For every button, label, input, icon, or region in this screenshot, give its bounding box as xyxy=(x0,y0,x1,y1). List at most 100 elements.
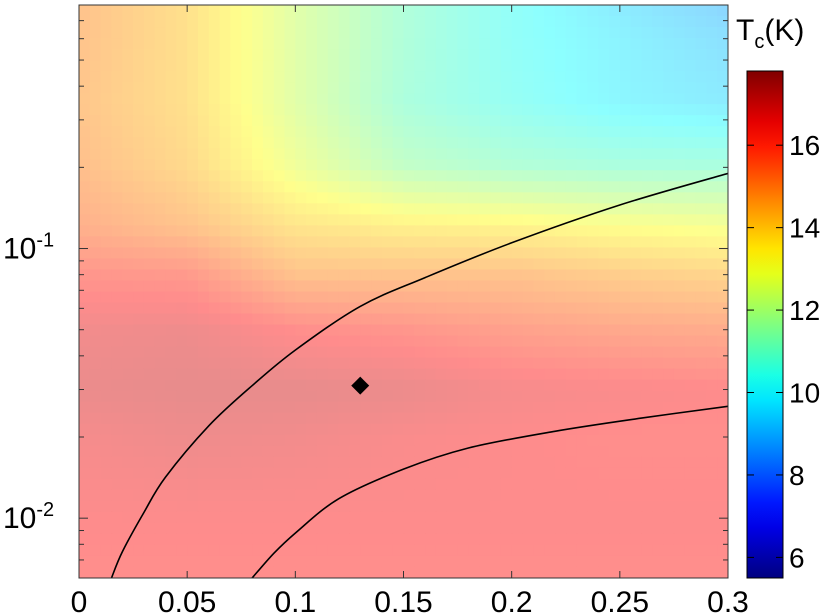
heatmap-cell xyxy=(511,313,524,326)
heatmap-cell xyxy=(273,555,286,568)
heatmap-cell xyxy=(479,489,491,502)
heatmap-cell xyxy=(479,49,491,61)
heatmap-cell xyxy=(684,49,697,61)
heatmap-cell xyxy=(187,236,199,249)
heatmap-cell xyxy=(706,533,718,546)
heatmap-cell xyxy=(381,434,394,447)
heatmap-cell xyxy=(208,115,221,127)
heatmap-cell xyxy=(133,324,145,337)
heatmap-cell xyxy=(619,500,632,513)
heatmap-cell xyxy=(446,71,459,83)
heatmap-cell xyxy=(479,269,491,282)
heatmap-cell xyxy=(230,522,242,535)
heatmap-cell xyxy=(468,544,480,557)
heatmap-cell xyxy=(143,269,156,282)
heatmap-cell xyxy=(609,445,621,458)
heatmap-cell xyxy=(208,60,221,72)
heatmap-cell xyxy=(197,346,210,359)
heatmap-cell xyxy=(435,346,448,359)
heatmap-cell xyxy=(219,38,232,50)
heatmap-cell xyxy=(641,533,653,546)
heatmap-cell xyxy=(511,115,524,127)
heatmap-cell xyxy=(316,71,329,83)
heatmap-cell xyxy=(360,511,372,524)
heatmap-cell xyxy=(500,16,513,28)
heatmap-cell xyxy=(111,423,123,436)
heatmap-cell xyxy=(630,258,643,271)
heatmap-cell xyxy=(695,148,707,160)
heatmap-cell xyxy=(360,170,372,182)
heatmap-cell xyxy=(446,434,459,447)
heatmap-cell xyxy=(295,192,307,204)
heatmap-cell xyxy=(111,225,123,237)
heatmap-cell xyxy=(316,269,329,282)
heatmap-cell xyxy=(522,115,534,127)
heatmap-cell xyxy=(360,258,372,271)
heatmap-cell xyxy=(100,280,113,293)
heatmap-cell xyxy=(89,368,102,381)
heatmap-cell xyxy=(565,126,578,138)
heatmap-cell xyxy=(197,214,210,226)
heatmap-cell xyxy=(392,467,405,480)
heatmap-cell xyxy=(230,5,242,17)
heatmap-cell xyxy=(717,49,728,61)
heatmap-cell xyxy=(143,71,156,83)
heatmap-cell xyxy=(598,423,610,436)
heatmap-cell xyxy=(316,38,329,50)
heatmap-cell xyxy=(663,16,675,28)
heatmap-cell xyxy=(273,335,286,348)
heatmap-cell xyxy=(262,60,275,72)
heatmap-cell xyxy=(122,456,134,469)
heatmap-cell xyxy=(122,192,134,204)
heatmap-cell xyxy=(490,544,502,557)
heatmap-cell xyxy=(273,533,286,546)
heatmap-cell xyxy=(652,82,664,94)
heatmap-cell xyxy=(425,445,437,458)
heatmap-cell xyxy=(641,335,653,348)
heatmap-cell xyxy=(446,522,459,535)
heatmap-cell xyxy=(392,126,405,138)
heatmap-cell xyxy=(533,511,545,524)
heatmap-cell xyxy=(381,115,394,127)
heatmap-cell xyxy=(673,346,686,359)
heatmap-cell xyxy=(630,324,643,337)
heatmap-cell xyxy=(587,412,599,425)
heatmap-cell xyxy=(111,93,123,105)
heatmap-cell xyxy=(89,324,102,337)
heatmap-cell xyxy=(663,60,675,72)
heatmap-cell xyxy=(219,280,232,293)
heatmap-cell xyxy=(176,269,188,282)
heatmap-cell xyxy=(143,555,156,568)
heatmap-cell xyxy=(468,390,480,403)
heatmap-cell xyxy=(252,214,264,226)
heatmap-cell xyxy=(673,247,686,260)
heatmap-cell xyxy=(381,478,394,491)
heatmap-cell xyxy=(533,38,545,50)
heatmap-cell xyxy=(695,181,707,193)
heatmap-cell xyxy=(197,390,210,403)
heatmap-cell xyxy=(262,269,275,282)
heatmap-cell xyxy=(176,511,188,524)
heatmap-cell xyxy=(165,423,177,436)
heatmap-cell xyxy=(500,170,513,182)
heatmap-cell xyxy=(695,16,707,28)
heatmap-cell xyxy=(262,533,275,546)
heatmap-cell xyxy=(490,258,502,271)
heatmap-cell xyxy=(576,478,588,491)
heatmap-cell xyxy=(706,467,718,480)
y-axis-ticks: 10-210-1 xyxy=(3,4,728,579)
heatmap-cell xyxy=(241,82,253,94)
heatmap-cell xyxy=(327,93,340,105)
heatmap-cell xyxy=(533,269,545,282)
heatmap-cell xyxy=(122,478,134,491)
heatmap-cell xyxy=(641,478,653,491)
heatmap-cell xyxy=(717,533,728,546)
heatmap-cell xyxy=(446,5,459,17)
heatmap-cell xyxy=(360,280,372,293)
heatmap-cell xyxy=(219,511,232,524)
heatmap-cell xyxy=(425,489,437,502)
heatmap-cell xyxy=(641,192,653,204)
heatmap-cell xyxy=(663,192,675,204)
heatmap-cell xyxy=(371,82,383,94)
heatmap-cell xyxy=(468,137,480,149)
